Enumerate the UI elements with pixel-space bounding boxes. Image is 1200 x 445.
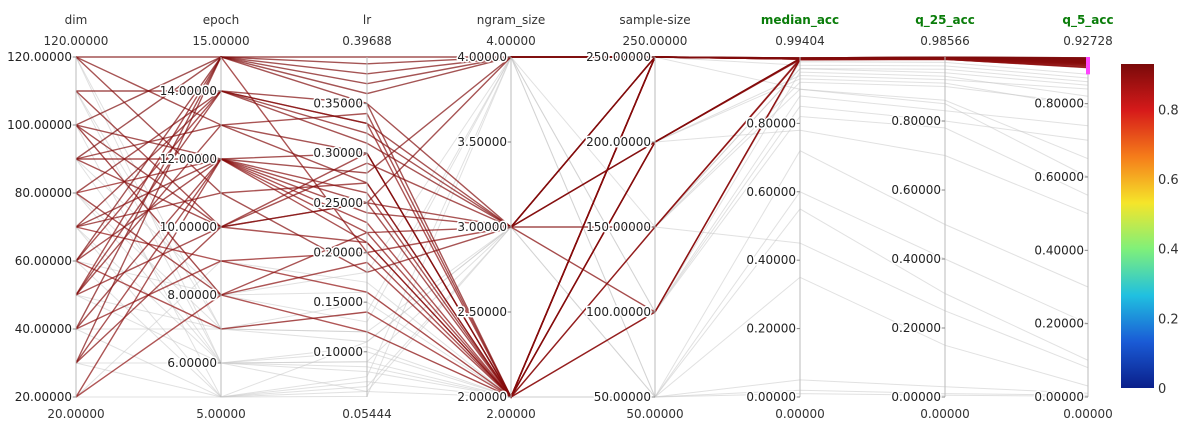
tick-label: 0.20000 bbox=[1034, 317, 1084, 331]
axis-title: q_25_acc bbox=[915, 13, 975, 28]
unselected-line bbox=[75, 81, 1089, 398]
tick-label: 12.00000 bbox=[160, 152, 217, 166]
tick-label: 20.00000 bbox=[15, 390, 72, 404]
tick-label: 100.00000 bbox=[7, 118, 72, 132]
unselected-line bbox=[75, 90, 1089, 398]
tick-label: 0.40000 bbox=[891, 252, 941, 266]
tick-label: 0.20000 bbox=[746, 322, 796, 336]
colorbar-tick-label: 0.8 bbox=[1158, 103, 1179, 118]
axis-range-min: 0.05444 bbox=[342, 407, 392, 421]
axis-title: dim bbox=[65, 13, 88, 27]
tick-label: 150.00000 bbox=[586, 220, 651, 234]
selected-line bbox=[75, 56, 1089, 262]
axis-range-max: 0.39688 bbox=[342, 34, 392, 48]
axis-epoch[interactable]: epoch 15.00000 5.00000 6.00000 8.00000 10.000… bbox=[158, 13, 250, 421]
axis-range-max: 4.00000 bbox=[486, 34, 536, 48]
axis-range-max: 15.00000 bbox=[192, 34, 249, 48]
axis-ngram-size[interactable]: ngram_size 4.00000 2.00000 2.00000 2.50000 3.… bbox=[456, 13, 545, 421]
axis-range-min: 5.00000 bbox=[196, 407, 246, 421]
axis-lr[interactable]: lr 0.39688 0.05444 0.10000 0.15000 0.20000 0.2… bbox=[312, 13, 392, 421]
tick-label: 0.35000 bbox=[313, 97, 363, 111]
tick-label: 4.00000 bbox=[457, 50, 507, 64]
tick-label: 0.80000 bbox=[1034, 97, 1084, 111]
axis-title: epoch bbox=[203, 13, 240, 27]
axis-range-min: 2.00000 bbox=[486, 407, 536, 421]
tick-label: 80.00000 bbox=[15, 186, 72, 200]
constraint-range-bar[interactable] bbox=[1086, 57, 1090, 75]
tick-label: 40.00000 bbox=[15, 322, 72, 336]
axis-range-max: 250.00000 bbox=[623, 34, 688, 48]
tick-label: 120.00000 bbox=[7, 50, 72, 64]
tick-label: 0.00000 bbox=[1034, 390, 1084, 404]
axis-range-min: 0.00000 bbox=[1063, 407, 1113, 421]
tick-label: 100.00000 bbox=[586, 305, 651, 319]
axis-range-max: 120.00000 bbox=[44, 34, 109, 48]
colorbar-tick-label: 0.2 bbox=[1158, 312, 1179, 327]
tick-label: 14.00000 bbox=[160, 84, 217, 98]
colorbar-tick-label: 0.4 bbox=[1158, 243, 1179, 258]
tick-label: 0.10000 bbox=[313, 345, 363, 359]
tick-label: 0.80000 bbox=[891, 114, 941, 128]
axis-range-min: 20.00000 bbox=[47, 407, 104, 421]
axis-title: q_5_acc bbox=[1062, 13, 1113, 28]
tick-label: 8.00000 bbox=[167, 288, 217, 302]
tick-label: 6.00000 bbox=[167, 356, 217, 370]
axis-sample-size[interactable]: sample-size 250.00000 50.00000 50.00000 100.… bbox=[585, 13, 691, 421]
selected-lines bbox=[75, 55, 1089, 399]
tick-label: 250.00000 bbox=[586, 50, 651, 64]
tick-label: 50.00000 bbox=[594, 390, 651, 404]
axis-q-5-acc[interactable]: q_5_acc 0.92728 0.00000 0.00000 0.20000 0.400… bbox=[1033, 13, 1114, 421]
colorbar-tick-label: 0 bbox=[1158, 382, 1166, 397]
tick-label: 0.20000 bbox=[313, 245, 363, 259]
axis-median-acc[interactable]: median_acc 0.99404 0.00000 0.00000 0.20000 0.… bbox=[745, 13, 839, 421]
tick-label: 0.60000 bbox=[1034, 170, 1084, 184]
selected-line bbox=[76, 56, 1089, 399]
tick-label: 0.60000 bbox=[891, 183, 941, 197]
axis-range-min: 0.00000 bbox=[920, 407, 970, 421]
axis-q-25-acc[interactable]: q_25_acc 0.98566 0.00000 0.00000 0.20000 0.40… bbox=[890, 13, 975, 421]
tick-label: 0.00000 bbox=[891, 390, 941, 404]
selected-line bbox=[75, 56, 1089, 274]
tick-label: 0.20000 bbox=[891, 321, 941, 335]
tick-label: 0.30000 bbox=[313, 146, 363, 160]
tick-label: 3.00000 bbox=[457, 220, 507, 234]
tick-label: 60.00000 bbox=[15, 254, 72, 268]
tick-label: 0.40000 bbox=[1034, 243, 1084, 257]
tick-label: 0.60000 bbox=[746, 185, 796, 199]
tick-label: 10.00000 bbox=[160, 220, 217, 234]
axis-title: median_acc bbox=[761, 13, 839, 28]
tick-label: 0.40000 bbox=[746, 253, 796, 267]
colorbar-gradient bbox=[1121, 64, 1154, 388]
tick-label: 0.00000 bbox=[746, 390, 796, 404]
axis-title: ngram_size bbox=[477, 13, 545, 27]
tick-label: 2.00000 bbox=[457, 390, 507, 404]
tick-label: 3.50000 bbox=[457, 135, 507, 149]
tick-label: 0.25000 bbox=[313, 196, 363, 210]
tick-label: 200.00000 bbox=[586, 135, 651, 149]
tick-label: 0.80000 bbox=[746, 116, 796, 130]
axis-range-max: 0.99404 bbox=[775, 34, 825, 48]
axis-title: lr bbox=[363, 13, 371, 27]
tick-label: 2.50000 bbox=[457, 305, 507, 319]
axes: dim 120.00000 20.00000 20.00000 40.00000 60.0… bbox=[6, 13, 1114, 421]
unselected-line bbox=[75, 88, 1089, 398]
axis-range-max: 0.98566 bbox=[920, 34, 970, 48]
unselected-line bbox=[75, 150, 1089, 398]
axis-range-min: 50.00000 bbox=[626, 407, 683, 421]
axis-dim[interactable]: dim 120.00000 20.00000 20.00000 40.00000 60.0… bbox=[6, 13, 109, 421]
axis-range-min: 0.00000 bbox=[775, 407, 825, 421]
axis-title: sample-size bbox=[619, 13, 690, 27]
colorbar-tick-label: 0.6 bbox=[1158, 173, 1179, 188]
axis-range-max: 0.92728 bbox=[1063, 34, 1113, 48]
tick-label: 0.15000 bbox=[313, 295, 363, 309]
colorbar: 0 0.2 0.4 0.6 0.8 bbox=[1121, 64, 1179, 397]
